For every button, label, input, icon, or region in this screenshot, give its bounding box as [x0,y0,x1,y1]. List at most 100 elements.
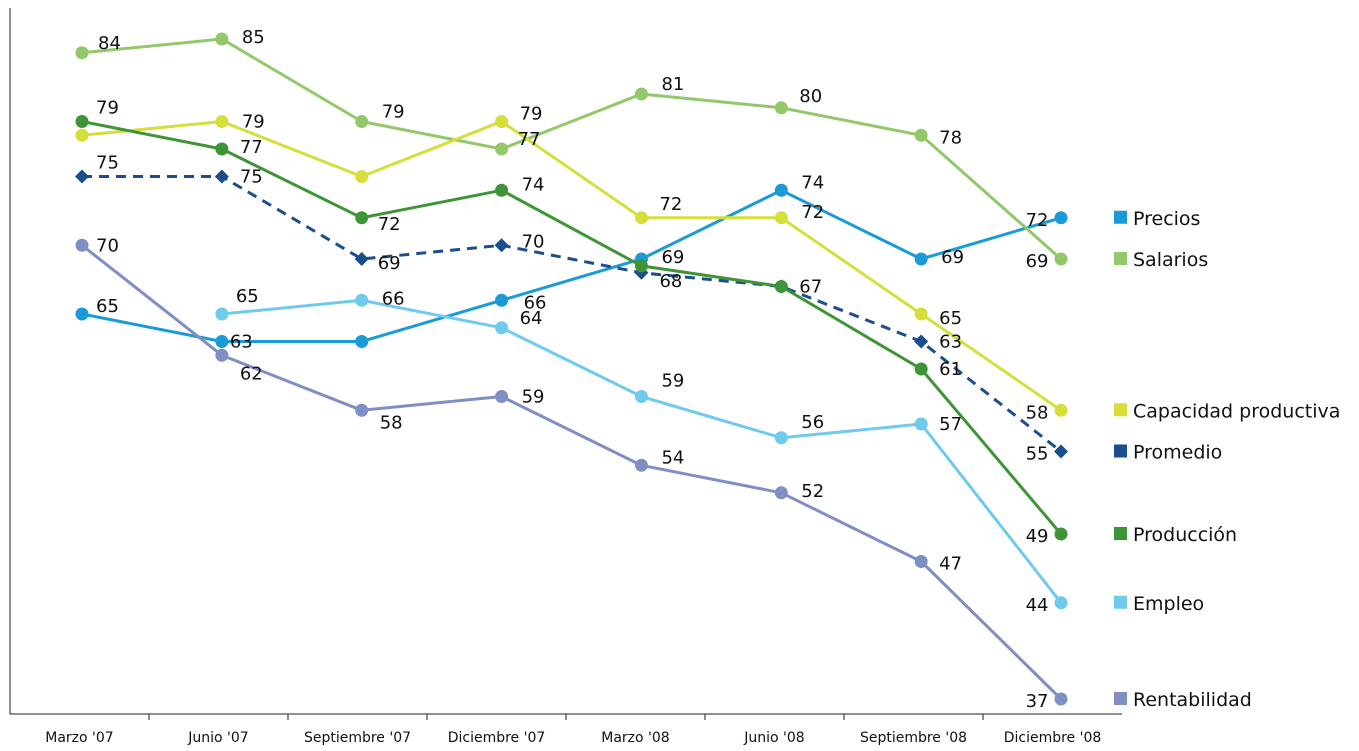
data-point-rentabilidad [914,555,928,568]
data-label-capacidad-productiva: 72 [801,202,824,223]
data-point-precios [355,335,369,348]
data-label-promedio: 55 [1026,444,1049,465]
data-label-salarios: 79 [382,102,405,123]
data-label-capacidad-productiva: 72 [659,194,682,215]
data-label-promedio: 69 [378,253,401,274]
data-label-precios: 74 [801,172,824,193]
data-point-empleo [774,431,788,445]
data-label-capacidad-productiva: 65 [939,308,962,329]
data-label-empleo: 56 [801,412,824,433]
data-label-produccion: 72 [378,214,401,235]
series-lines [80,37,1063,701]
data-point-produccion [75,115,89,128]
data-label-precios: 69 [941,247,964,268]
data-label-salarios: 78 [939,127,962,148]
data-point-capacidad-productiva [1054,403,1068,417]
data-point-precios [1054,211,1068,225]
legend-label-empleo: Empleo [1133,593,1204,615]
data-point-rentabilidad [495,390,509,403]
data-point-rentabilidad [774,486,788,500]
data-label-empleo: 59 [661,371,684,392]
data-point-precios [495,293,509,307]
data-label-empleo: 44 [1026,595,1049,616]
data-label-rentabilidad: 58 [380,412,403,433]
data-point-precios [75,307,89,321]
data-point-produccion [1054,527,1068,541]
data-label-salarios: 84 [98,33,121,54]
data-label-precios: 72 [1026,210,1049,231]
data-point-empleo [634,390,648,403]
data-point-promedio [494,238,509,253]
data-point-promedio [1054,444,1069,459]
data-label-promedio: 70 [522,231,545,252]
data-point-rentabilidad [634,458,648,472]
data-label-salarios: 85 [242,27,265,48]
data-point-capacidad-productiva [914,307,928,321]
series-markers [75,32,1069,706]
series-line-promedio [82,175,1062,453]
legend-label-capacidad-productiva: Capacidad productiva [1133,400,1340,422]
legend-swatch-empleo [1114,595,1127,609]
data-point-rentabilidad [75,238,89,252]
data-point-empleo [1054,596,1068,610]
x-tick-label: Septiembre '07 [304,730,411,746]
x-tick-label: Diciembre '07 [448,730,546,746]
series-line-salarios [80,37,1063,261]
data-label-rentabilidad: 47 [939,554,962,575]
data-point-empleo [495,321,509,335]
data-point-salarios [355,115,369,128]
data-point-capacidad-productiva [355,170,369,183]
data-label-promedio: 75 [96,153,119,174]
data-label-promedio: 75 [240,167,263,188]
data-label-empleo: 66 [382,288,405,309]
data-label-rentabilidad: 70 [96,235,119,256]
series-line-precios [80,188,1063,343]
data-point-salarios [914,128,928,142]
data-label-rentabilidad: 59 [522,387,545,408]
data-label-capacidad-productiva: 58 [1026,402,1049,423]
data-labels: 65 63 66 69 74 69 72 84 85 79 77 81 80 78 69 79 79 72 72 65… [96,27,1048,712]
data-label-precios: 65 [96,296,119,317]
x-tick-label: Junio '07 [187,730,248,746]
data-point-promedio [214,169,229,184]
data-point-precios [215,335,229,348]
data-label-capacidad-productiva: 79 [242,112,265,133]
data-point-produccion [914,362,928,376]
legend-label-salarios: Salarios [1133,249,1208,271]
data-label-rentabilidad: 37 [1026,691,1049,712]
data-point-salarios [774,101,788,115]
data-label-produccion: 79 [96,98,119,119]
series-line-empleo [220,298,1063,605]
x-tick-label: Septiembre '08 [860,730,967,746]
data-point-precios [774,183,788,197]
data-label-precios: 69 [661,247,684,268]
data-point-empleo [914,417,928,431]
data-label-empleo: 64 [520,308,543,329]
data-point-capacidad-productiva [215,115,229,128]
series-line-rentabilidad [80,243,1063,701]
data-point-rentabilidad [215,348,229,362]
data-point-capacidad-productiva [634,211,648,225]
data-label-produccion: 77 [240,137,263,158]
data-point-capacidad-productiva [75,128,89,142]
x-axis-ticks: Marzo '07 Junio '07 Septiembre '07 Diciembr… [45,714,1101,746]
legend-swatch-produccion [1114,527,1127,540]
x-tick-label: Diciembre '08 [1004,730,1102,746]
data-label-salarios: 77 [518,129,541,150]
data-point-promedio [354,252,369,266]
data-point-capacidad-productiva [495,115,509,128]
data-point-produccion [634,259,648,273]
data-label-promedio: 68 [659,271,682,292]
data-label-salarios: 81 [661,74,684,95]
legend-label-produccion: Producción [1133,524,1237,546]
series-line-capacidad-productiva [80,120,1063,412]
data-label-precios: 66 [524,292,547,313]
data-label-empleo: 57 [939,414,962,435]
data-point-empleo [215,307,229,321]
data-point-salarios [634,87,648,101]
x-tick-label: Marzo '07 [45,730,113,746]
data-label-capacidad-productiva: 79 [520,104,543,125]
legend: Precios Salarios Capacidad productiva Prome… [1114,208,1340,711]
data-point-produccion [495,183,509,197]
